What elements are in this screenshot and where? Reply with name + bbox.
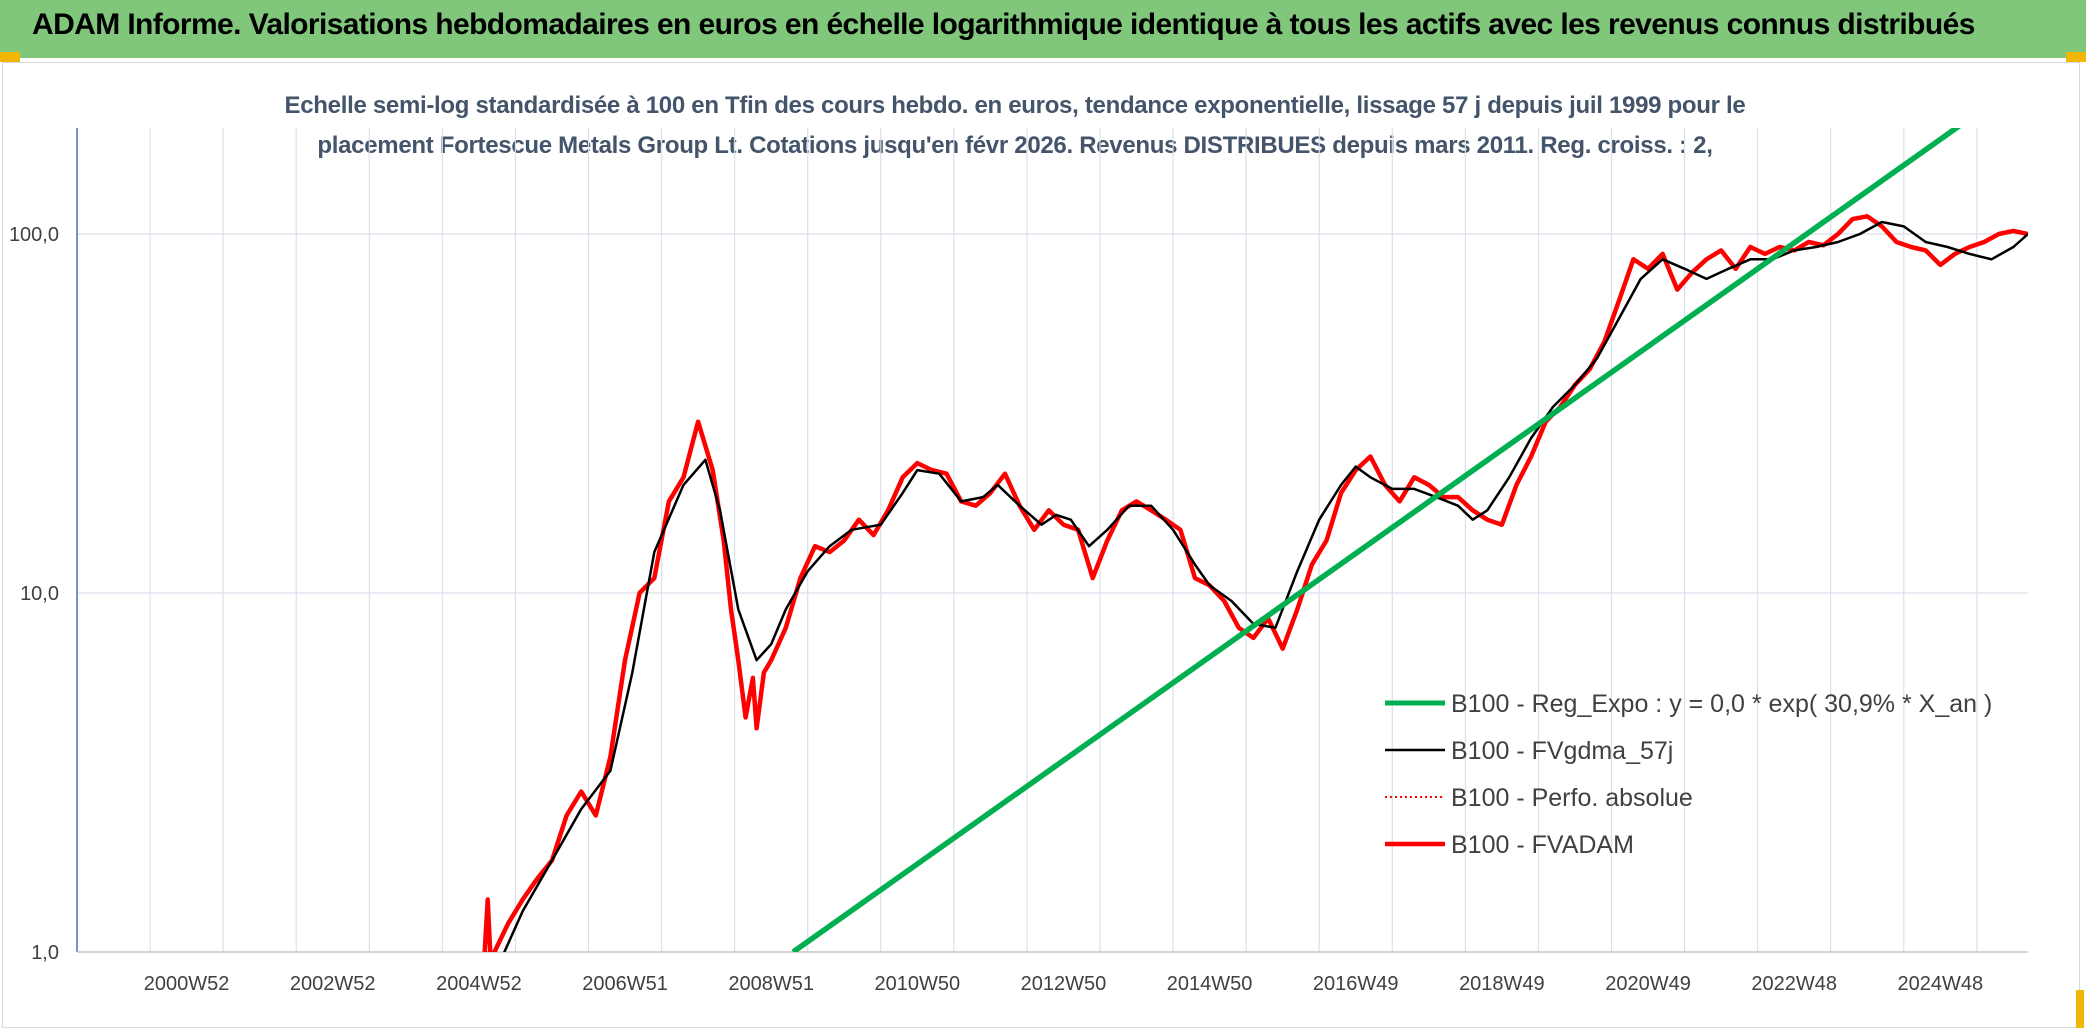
x-tick-label: 2020W49 — [1605, 973, 1691, 995]
x-tick-label: 2012W50 — [1021, 973, 1107, 995]
page-title: ADAM Informe. Valorisations hebdomadaire… — [32, 8, 1975, 41]
header-corner-right — [2066, 52, 2086, 62]
x-tick-label: 2010W50 — [875, 973, 961, 995]
x-tick-label: 2016W49 — [1313, 973, 1399, 995]
legend-label: B100 - Perfo. absolue — [1451, 784, 1693, 812]
y-tick-label: 100,0 — [9, 224, 59, 246]
chart-subtitle: Echelle semi-log standardisée à 100 en T… — [230, 86, 1800, 166]
chart-subtitle-line2: placement Fortescue Metals Group Lt. Cot… — [317, 132, 1713, 159]
series-line — [482, 214, 2028, 952]
x-tick-label: 2014W50 — [1167, 973, 1253, 995]
x-tick-label: 2018W49 — [1459, 973, 1545, 995]
x-tick-label: 2000W52 — [144, 973, 230, 995]
legend-label: B100 - Reg_Expo : y = 0,0 * exp( 30,9% *… — [1451, 690, 1992, 718]
series-line — [791, 128, 1961, 952]
header-corner-left — [0, 52, 20, 62]
x-tick-label: 2006W51 — [582, 973, 668, 995]
chart-subtitle-line1: Echelle semi-log standardisée à 100 en T… — [284, 92, 1746, 119]
series-line — [486, 221, 2028, 952]
header-bar — [0, 0, 2086, 58]
y-tick-label: 10,0 — [20, 583, 59, 605]
chart-frame — [2, 62, 2080, 1028]
x-tick-label: 2004W52 — [436, 973, 522, 995]
x-tick-label: 2022W48 — [1751, 973, 1837, 995]
y-tick-label: 1,0 — [31, 942, 59, 964]
legend-label: B100 - FVgdma_57j — [1451, 737, 1673, 765]
x-tick-label: 2024W48 — [1898, 973, 1984, 995]
legend-label: B100 - FVADAM — [1451, 831, 1634, 859]
corner-accent — [2076, 990, 2084, 1028]
x-tick-label: 2002W52 — [290, 973, 376, 995]
x-tick-label: 2008W51 — [728, 973, 814, 995]
